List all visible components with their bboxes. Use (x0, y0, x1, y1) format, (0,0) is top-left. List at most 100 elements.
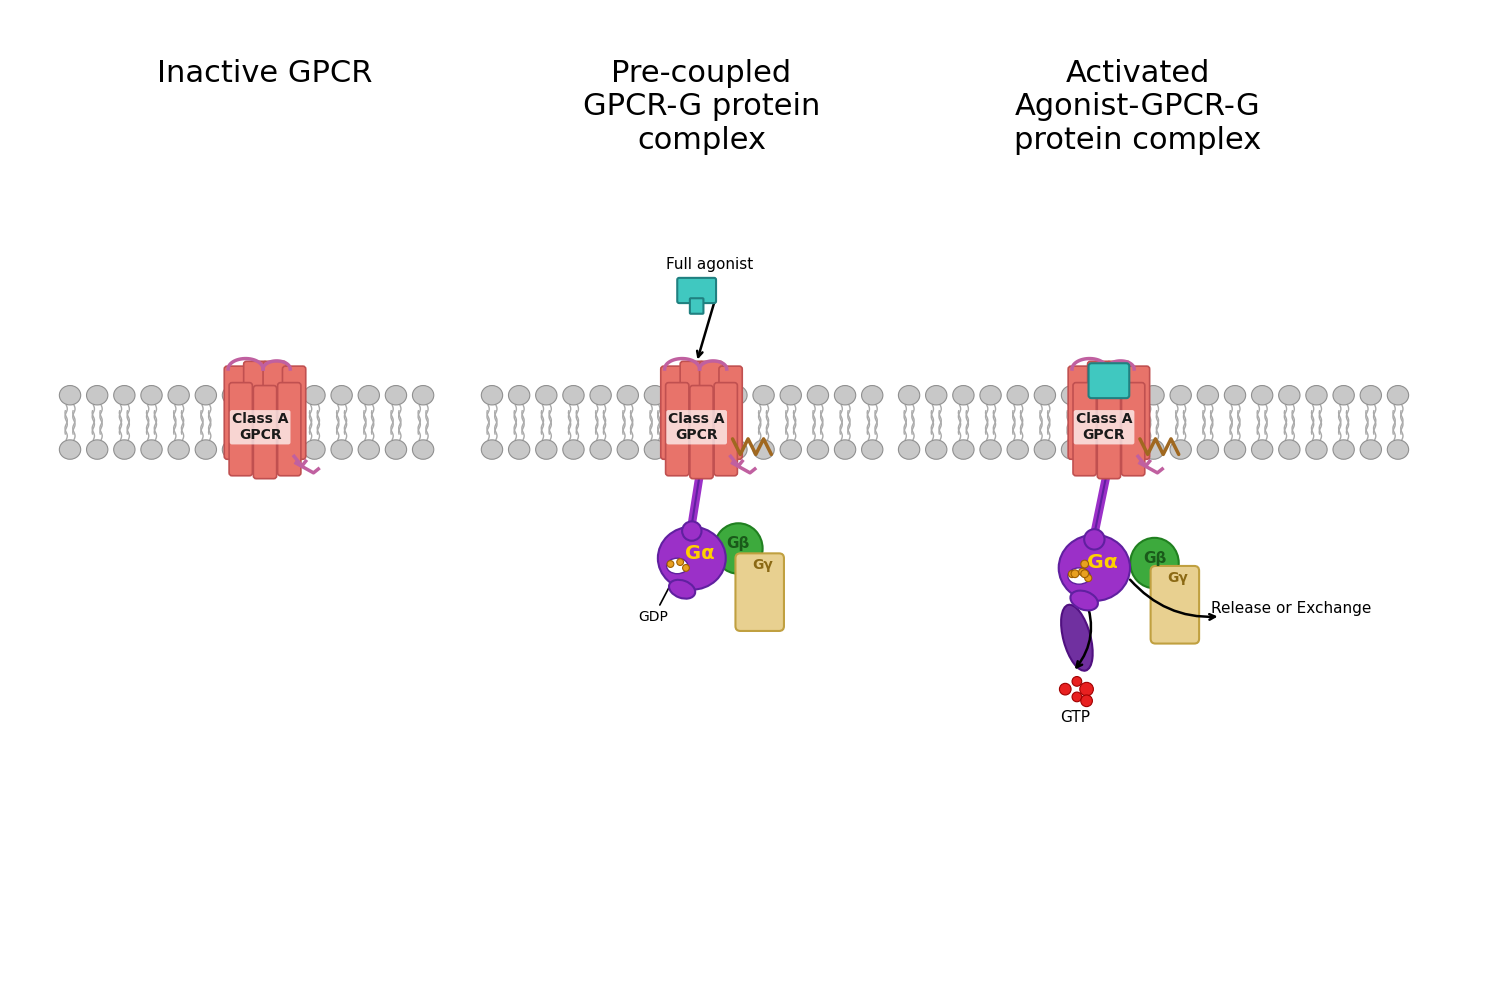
FancyBboxPatch shape (666, 383, 688, 476)
Ellipse shape (1334, 440, 1354, 459)
Ellipse shape (1306, 440, 1328, 459)
Text: GDP: GDP (639, 574, 676, 624)
Ellipse shape (726, 440, 747, 459)
Text: Gγ: Gγ (752, 558, 772, 572)
Ellipse shape (1143, 386, 1164, 405)
Ellipse shape (590, 386, 612, 405)
Ellipse shape (1278, 386, 1300, 405)
Circle shape (668, 561, 674, 567)
Ellipse shape (1130, 538, 1179, 588)
Ellipse shape (1388, 386, 1408, 405)
FancyBboxPatch shape (1068, 366, 1092, 459)
Ellipse shape (1071, 591, 1098, 610)
Ellipse shape (1334, 386, 1354, 405)
Ellipse shape (1360, 386, 1382, 405)
Ellipse shape (658, 527, 726, 590)
Ellipse shape (195, 386, 216, 405)
FancyBboxPatch shape (1088, 361, 1112, 454)
Text: Activated
Agonist-GPCR-G
protein complex: Activated Agonist-GPCR-G protein complex (1014, 59, 1262, 155)
Ellipse shape (1089, 386, 1110, 405)
Ellipse shape (672, 440, 693, 459)
FancyBboxPatch shape (1122, 383, 1144, 476)
FancyBboxPatch shape (243, 361, 267, 454)
Ellipse shape (834, 440, 855, 459)
Text: Pre-coupled
GPCR-G protein
complex: Pre-coupled GPCR-G protein complex (584, 59, 820, 155)
Circle shape (1082, 570, 1089, 578)
Ellipse shape (332, 386, 352, 405)
Text: Gβ: Gβ (1143, 551, 1166, 566)
Ellipse shape (276, 440, 298, 459)
Text: Full agonist: Full agonist (666, 257, 753, 272)
Ellipse shape (753, 440, 774, 459)
Ellipse shape (482, 440, 502, 459)
Circle shape (1078, 568, 1086, 576)
Ellipse shape (1062, 440, 1083, 459)
Ellipse shape (1068, 568, 1090, 584)
Circle shape (1072, 692, 1082, 702)
Ellipse shape (195, 440, 216, 459)
Text: Inactive GPCR: Inactive GPCR (158, 59, 372, 88)
Ellipse shape (141, 386, 162, 405)
Ellipse shape (1062, 386, 1083, 405)
FancyBboxPatch shape (1098, 386, 1120, 479)
Ellipse shape (714, 523, 762, 574)
FancyBboxPatch shape (282, 366, 306, 459)
Ellipse shape (861, 440, 883, 459)
Ellipse shape (980, 440, 1000, 459)
Circle shape (676, 559, 684, 565)
Ellipse shape (1059, 535, 1130, 601)
Ellipse shape (780, 386, 801, 405)
Text: Gβ: Gβ (726, 536, 750, 551)
Ellipse shape (1060, 605, 1092, 671)
FancyBboxPatch shape (1089, 363, 1130, 398)
Ellipse shape (1143, 440, 1164, 459)
Ellipse shape (1170, 386, 1191, 405)
Ellipse shape (168, 440, 189, 459)
Ellipse shape (1278, 440, 1300, 459)
Ellipse shape (87, 440, 108, 459)
FancyBboxPatch shape (735, 553, 784, 631)
Ellipse shape (1251, 386, 1274, 405)
Ellipse shape (222, 440, 243, 459)
FancyBboxPatch shape (278, 383, 302, 476)
Ellipse shape (1197, 440, 1218, 459)
Ellipse shape (249, 386, 272, 405)
FancyBboxPatch shape (690, 298, 703, 314)
Ellipse shape (249, 440, 272, 459)
FancyBboxPatch shape (714, 383, 738, 476)
FancyBboxPatch shape (262, 361, 286, 454)
Ellipse shape (562, 440, 584, 459)
FancyBboxPatch shape (680, 361, 703, 454)
Ellipse shape (562, 386, 584, 405)
Ellipse shape (1116, 440, 1137, 459)
Text: Gα: Gα (684, 544, 714, 563)
Ellipse shape (1089, 440, 1110, 459)
FancyBboxPatch shape (662, 366, 684, 459)
Ellipse shape (536, 440, 556, 459)
Ellipse shape (114, 440, 135, 459)
Ellipse shape (699, 440, 720, 459)
FancyBboxPatch shape (1126, 366, 1149, 459)
Text: Class A
GPCR: Class A GPCR (232, 412, 288, 442)
Ellipse shape (1007, 440, 1029, 459)
Ellipse shape (1360, 440, 1382, 459)
Ellipse shape (413, 440, 434, 459)
Ellipse shape (682, 521, 702, 541)
Ellipse shape (141, 440, 162, 459)
Text: Release or Exchange: Release or Exchange (1210, 601, 1371, 616)
Ellipse shape (753, 386, 774, 405)
Ellipse shape (1388, 440, 1408, 459)
FancyBboxPatch shape (678, 278, 716, 303)
FancyBboxPatch shape (225, 366, 248, 459)
Ellipse shape (1197, 386, 1218, 405)
Circle shape (1080, 682, 1094, 696)
Ellipse shape (332, 440, 352, 459)
Ellipse shape (898, 386, 920, 405)
Ellipse shape (304, 440, 326, 459)
FancyBboxPatch shape (1150, 566, 1198, 644)
Circle shape (1068, 570, 1076, 578)
Circle shape (1082, 560, 1089, 568)
FancyBboxPatch shape (254, 386, 276, 479)
Circle shape (1059, 683, 1071, 695)
Ellipse shape (1007, 386, 1029, 405)
